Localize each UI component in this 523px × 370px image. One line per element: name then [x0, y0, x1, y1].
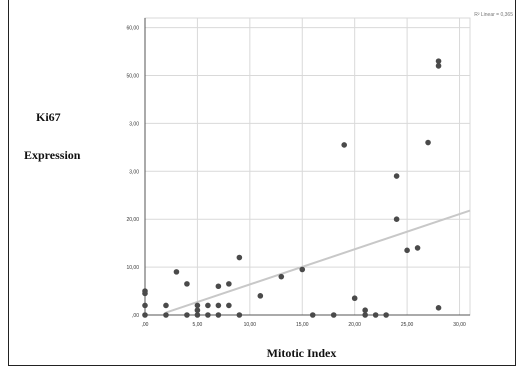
data-point: [362, 312, 368, 318]
data-point: [205, 303, 211, 309]
data-point: [258, 293, 264, 299]
data-point: [383, 312, 389, 318]
data-point: [237, 255, 243, 261]
y-tick-label: ,00: [132, 313, 139, 319]
y-tick-label: 20,00: [126, 217, 139, 223]
y-tick-labels: ,00 10,00 20,00 3,00 3,00 50,00 60,00: [126, 26, 139, 319]
data-point: [216, 283, 222, 289]
data-point: [142, 312, 148, 318]
data-point: [425, 140, 431, 146]
data-point: [436, 305, 442, 311]
data-point: [226, 303, 232, 309]
data-point: [394, 173, 400, 179]
data-point: [163, 303, 169, 309]
data-point: [184, 312, 190, 318]
data-point: [195, 307, 201, 313]
y-axis-label-line-1: Ki67: [36, 110, 61, 125]
data-point: [331, 312, 337, 318]
data-point: [142, 288, 148, 294]
data-point: [216, 303, 222, 309]
plot-area-border: [145, 18, 470, 315]
data-point: [299, 267, 305, 273]
x-tick-label: 25,00: [401, 322, 414, 328]
y-tick-label: 60,00: [126, 26, 139, 32]
x-tick-labels: ,00 5,00 10,00 15,00 20,00 25,00 30,00: [142, 322, 466, 328]
y-tick-label: 50,00: [126, 73, 139, 79]
x-axis-label: Mitotic Index: [0, 346, 523, 361]
data-point: [195, 312, 201, 318]
axes: [145, 18, 470, 315]
y-tick-label: 3,00: [129, 121, 139, 127]
y-tick-label: 10,00: [126, 265, 139, 271]
fit-line: [166, 211, 470, 313]
x-tick-label: 20,00: [348, 322, 361, 328]
fit-line-group: [166, 211, 470, 313]
x-tick-label: 30,00: [453, 322, 466, 328]
data-point: [184, 281, 190, 287]
data-point: [310, 312, 316, 318]
data-point: [237, 312, 243, 318]
data-point: [404, 248, 410, 254]
grid: [145, 18, 470, 315]
data-point: [174, 269, 180, 275]
x-tick-label: 15,00: [296, 322, 309, 328]
data-point: [278, 274, 284, 280]
data-point: [205, 312, 211, 318]
data-point: [373, 312, 379, 318]
data-point: [142, 303, 148, 309]
data-point: [216, 312, 222, 318]
data-point: [362, 307, 368, 313]
data-point: [436, 63, 442, 69]
data-point: [352, 295, 358, 301]
x-tick-label: 10,00: [244, 322, 257, 328]
data-point: [226, 281, 232, 287]
data-point: [394, 216, 400, 222]
data-point: [341, 142, 347, 148]
data-point: [195, 303, 201, 309]
data-points: [142, 58, 441, 317]
x-tick-label: 5,00: [193, 322, 203, 328]
data-point: [415, 245, 421, 251]
y-tick-label: 3,00: [129, 169, 139, 175]
y-axis-label-line-2: Expression: [24, 148, 80, 163]
data-point: [436, 58, 442, 64]
fit-line-label: R² Linear = 0,365: [474, 12, 513, 18]
data-point: [163, 312, 169, 318]
x-tick-label: ,00: [142, 322, 149, 328]
